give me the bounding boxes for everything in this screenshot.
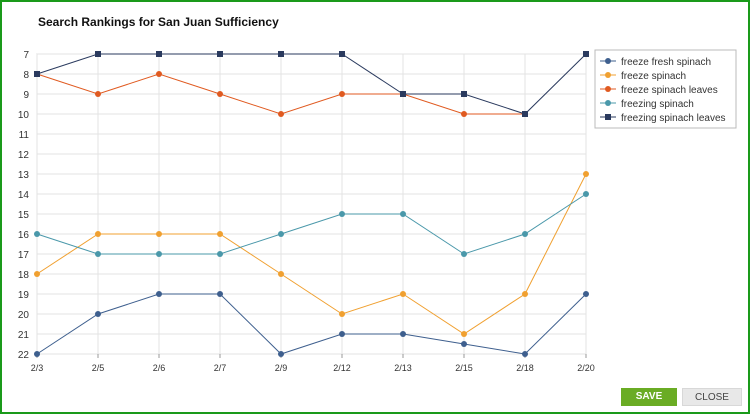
y-tick-label: 17 <box>18 250 30 261</box>
y-tick-label: 9 <box>23 90 29 101</box>
y-tick-label: 11 <box>19 130 30 141</box>
data-point-freeze-spinach-leaves <box>278 111 284 117</box>
data-point-freezing-spinach <box>461 251 467 257</box>
x-tick-label: 2/7 <box>214 363 227 373</box>
data-point-freezing-spinach <box>95 251 101 257</box>
data-point-freeze-fresh-spinach <box>95 311 101 317</box>
close-button[interactable]: CLOSE <box>682 388 742 406</box>
data-point-freezing-spinach <box>156 251 162 257</box>
data-point-freeze-spinach <box>400 291 406 297</box>
x-tick-label: 2/9 <box>275 363 288 373</box>
data-point-freeze-fresh-spinach <box>34 351 40 357</box>
y-tick-label: 20 <box>18 310 30 321</box>
data-point-freeze-spinach <box>34 271 40 277</box>
data-point-freeze-spinach <box>339 311 345 317</box>
y-tick-label: 13 <box>18 170 30 181</box>
data-point-freezing-spinach-leaves <box>522 111 528 117</box>
x-tick-label: 2/6 <box>153 363 166 373</box>
legend-label-freeze-spinach: freeze spinach <box>621 71 686 82</box>
data-point-freeze-fresh-spinach <box>156 291 162 297</box>
y-tick-label: 14 <box>18 190 30 201</box>
legend-marker <box>605 72 611 78</box>
series-line-freezing-spinach <box>36 193 587 255</box>
y-tick-label: 8 <box>23 70 29 81</box>
legend-label-freeze-fresh-spinach: freeze fresh spinach <box>621 57 711 68</box>
y-tick-label: 21 <box>18 330 30 341</box>
series-line-freeze-spinach <box>36 173 587 335</box>
chart-title: Search Rankings for San Juan Sufficiency <box>38 15 279 29</box>
series-line-freeze-fresh-spinach <box>36 293 587 355</box>
data-point-freezing-spinach-leaves <box>400 91 406 97</box>
data-point-freezing-spinach-leaves <box>95 51 101 57</box>
data-point-freeze-fresh-spinach <box>339 331 345 337</box>
plot-area <box>36 53 587 355</box>
data-point-freezing-spinach-leaves <box>583 51 589 57</box>
legend-label-freeze-spinach-leaves: freeze spinach leaves <box>621 85 718 96</box>
data-point-freezing-spinach <box>522 231 528 237</box>
save-button[interactable]: SAVE <box>621 388 677 406</box>
x-tick-label: 2/13 <box>394 363 412 373</box>
y-tick-label: 22 <box>18 350 30 361</box>
legend-marker <box>605 100 611 106</box>
data-point-freezing-spinach <box>278 231 284 237</box>
data-point-freeze-fresh-spinach <box>400 331 406 337</box>
y-tick-label: 19 <box>18 290 30 301</box>
data-point-freezing-spinach <box>339 211 345 217</box>
data-point-freeze-spinach <box>95 231 101 237</box>
data-point-freeze-spinach-leaves <box>217 91 223 97</box>
data-point-freeze-spinach <box>461 331 467 337</box>
legend-marker <box>605 86 611 92</box>
data-point-freeze-spinach-leaves <box>339 91 345 97</box>
data-point-freezing-spinach-leaves <box>461 91 467 97</box>
y-tick-label: 18 <box>18 270 30 281</box>
y-tick-label: 12 <box>18 150 30 161</box>
data-point-freezing-spinach-leaves <box>217 51 223 57</box>
legend-label-freezing-spinach-leaves: freezing spinach leaves <box>621 113 726 124</box>
y-tick-label: 10 <box>18 110 30 121</box>
data-point-freeze-fresh-spinach <box>217 291 223 297</box>
data-point-freeze-spinach <box>278 271 284 277</box>
data-point-freezing-spinach-leaves <box>278 51 284 57</box>
legend-box <box>594 49 737 129</box>
data-point-freeze-spinach-leaves <box>156 71 162 77</box>
x-tick-label: 2/15 <box>455 363 473 373</box>
data-point-freeze-spinach-leaves <box>95 91 101 97</box>
x-tick-label: 2/5 <box>92 363 105 373</box>
data-point-freezing-spinach <box>400 211 406 217</box>
data-point-freeze-fresh-spinach <box>583 291 589 297</box>
data-point-freeze-spinach <box>217 231 223 237</box>
data-point-freezing-spinach-leaves <box>156 51 162 57</box>
data-point-freeze-spinach <box>522 291 528 297</box>
x-tick-label: 2/3 <box>31 363 44 373</box>
data-point-freeze-fresh-spinach <box>278 351 284 357</box>
y-tick-label: 15 <box>18 210 30 221</box>
x-tick-label: 2/12 <box>333 363 351 373</box>
legend-marker <box>605 58 611 64</box>
data-point-freeze-spinach <box>156 231 162 237</box>
series-line-freezing-spinach-leaves <box>36 53 587 115</box>
data-point-freezing-spinach <box>583 191 589 197</box>
legend-label-freezing-spinach: freezing spinach <box>621 99 694 110</box>
y-tick-label: 7 <box>23 50 29 61</box>
data-point-freezing-spinach-leaves <box>34 71 40 77</box>
data-point-freezing-spinach <box>34 231 40 237</box>
data-point-freezing-spinach <box>217 251 223 257</box>
data-point-freeze-fresh-spinach <box>461 341 467 347</box>
y-tick-label: 16 <box>18 230 30 241</box>
x-tick-label: 2/20 <box>577 363 595 373</box>
data-point-freezing-spinach-leaves <box>339 51 345 57</box>
legend-marker <box>605 114 611 120</box>
data-point-freeze-spinach <box>583 171 589 177</box>
data-point-freeze-fresh-spinach <box>522 351 528 357</box>
x-tick-label: 2/18 <box>516 363 534 373</box>
data-point-freeze-spinach-leaves <box>461 111 467 117</box>
